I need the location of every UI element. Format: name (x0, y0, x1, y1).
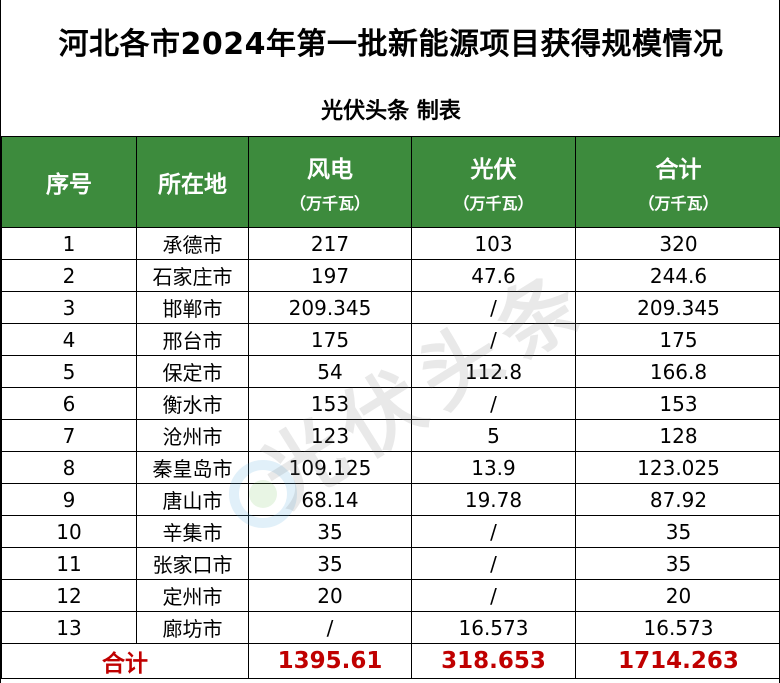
cell-solar: 19.78 (411, 483, 576, 516)
cell-wind: 68.14 (248, 483, 412, 516)
cell-wind: 123 (248, 419, 412, 452)
cell-solar: 16.573 (411, 611, 576, 644)
col-header-wind: 风电 （万千瓦） (248, 136, 412, 228)
total-wind: 1395.61 (248, 643, 412, 679)
col-header-wind-label: 风电 (307, 157, 353, 183)
cell-index: 2 (1, 259, 137, 292)
cell-total: 175 (575, 323, 780, 356)
cell-index: 11 (1, 547, 137, 580)
cell-city: 石家庄市 (136, 259, 249, 292)
cell-city: 定州市 (136, 579, 249, 612)
cell-solar: / (411, 579, 576, 612)
col-header-total-label: 合计 (655, 157, 702, 183)
cell-total: 35 (575, 515, 780, 548)
col-header-index: 序号 (1, 136, 137, 228)
table-row: 13 廊坊市/16.573 16.573 (1, 611, 780, 644)
cell-index: 5 (1, 355, 137, 388)
cell-solar: 47.6 (411, 259, 576, 292)
col-header-city: 所在地 (136, 136, 249, 228)
cell-solar: 112.8 (411, 355, 576, 388)
cell-city: 唐山市 (136, 483, 249, 516)
cell-city: 秦皇岛市 (136, 451, 249, 484)
table-row: 1 承德市 217 103 320 (1, 227, 780, 260)
cell-total: 153 (575, 387, 780, 420)
col-header-solar: 光伏 （万千瓦） (411, 136, 576, 228)
cell-solar: / (411, 515, 576, 548)
col-header-wind-unit: （万千瓦） (289, 194, 370, 213)
cell-wind: 217 (248, 227, 412, 260)
cell-index: 6 (1, 387, 137, 420)
cell-total: 166.8 (575, 355, 780, 388)
table-row: 12 定州市 20/20 (1, 579, 780, 612)
table-title: 河北各市2024年第一批新能源项目获得规模情况 (58, 27, 724, 62)
total-label: 合计 (1, 643, 249, 679)
cell-total: 16.573 (575, 611, 780, 644)
cell-wind: 35 (248, 515, 412, 548)
cell-index: 7 (1, 419, 137, 452)
cell-index: 3 (1, 291, 137, 324)
cell-wind: 153 (248, 387, 412, 420)
cell-index: 13 (1, 611, 137, 644)
cell-total: 244.6 (575, 259, 780, 292)
cell-solar: 103 (411, 227, 576, 260)
col-header-total-unit: （万千瓦） (638, 194, 719, 213)
cell-city: 邯郸市 (136, 291, 249, 324)
cell-total: 320 (575, 227, 780, 260)
cell-wind: 197 (248, 259, 412, 292)
table-row: 3 邯郸市 209.345/209.345 (1, 291, 780, 324)
cell-city: 承德市 (136, 227, 249, 260)
cell-city: 保定市 (136, 355, 249, 388)
cell-wind: 35 (248, 547, 412, 580)
cell-wind: 20 (248, 579, 412, 612)
cell-wind: 109.125 (248, 451, 412, 484)
cell-city: 衡水市 (136, 387, 249, 420)
cell-index: 9 (1, 483, 137, 516)
cell-index: 4 (1, 323, 137, 356)
header-row: 序号 所在地 风电 （万千瓦） 光伏 （万千瓦） 合计 （万千瓦） (1, 136, 780, 228)
cell-city: 邢台市 (136, 323, 249, 356)
cell-solar: / (411, 291, 576, 324)
col-header-solar-unit: （万千瓦） (453, 194, 534, 213)
table-row: 9 唐山市 68.14 19.78 87.92 (1, 483, 780, 516)
cell-city: 辛集市 (136, 515, 249, 548)
table-row: 8 秦皇岛市 109.125 13.9 123.025 (1, 451, 780, 484)
table-row: 6 衡水市 153/153 (1, 387, 780, 420)
cell-city: 廊坊市 (136, 611, 249, 644)
cell-city: 沧州市 (136, 419, 249, 452)
cell-wind: 54 (248, 355, 412, 388)
col-header-total: 合计 （万千瓦） (575, 136, 780, 228)
cell-solar: 5 (411, 419, 576, 452)
cell-wind: / (248, 611, 412, 644)
cell-city: 张家口市 (136, 547, 249, 580)
cell-index: 1 (1, 227, 137, 260)
table-row: 4 邢台市 175/175 (1, 323, 780, 356)
table-subtitle: 光伏头条 制表 (321, 99, 461, 124)
cell-total: 35 (575, 547, 780, 580)
col-header-solar-label: 光伏 (470, 157, 517, 183)
table-row: 7 沧州市 123 5 128 (1, 419, 780, 452)
cell-total: 87.92 (575, 483, 780, 516)
cell-index: 10 (1, 515, 137, 548)
total-solar: 318.653 (411, 643, 576, 679)
total-sum: 1714.263 (575, 643, 780, 679)
cell-total: 123.025 (575, 451, 780, 484)
cell-index: 12 (1, 579, 137, 612)
cell-solar: 13.9 (411, 451, 576, 484)
cell-solar: / (411, 547, 576, 580)
table-row: 2 石家庄市 197 47.6 244.6 (1, 259, 780, 292)
cell-index: 8 (1, 451, 137, 484)
cell-total: 209.345 (575, 291, 780, 324)
table-row: 5 保定市 54 112.8 166.8 (1, 355, 780, 388)
table-row: 11 张家口市 35/35 (1, 547, 780, 580)
cell-total: 20 (575, 579, 780, 612)
capacity-table: 序号 所在地 风电 （万千瓦） 光伏 （万千瓦） 合计 （万千瓦） 1 承德市 21… (1, 136, 780, 679)
cell-solar: / (411, 323, 576, 356)
cell-total: 128 (575, 419, 780, 452)
cell-wind: 175 (248, 323, 412, 356)
table-row: 10 辛集市 35/35 (1, 515, 780, 548)
cell-solar: / (411, 387, 576, 420)
total-row: 合计 1395.61 318.653 1714.263 (1, 643, 780, 679)
cell-wind: 209.345 (248, 291, 412, 324)
